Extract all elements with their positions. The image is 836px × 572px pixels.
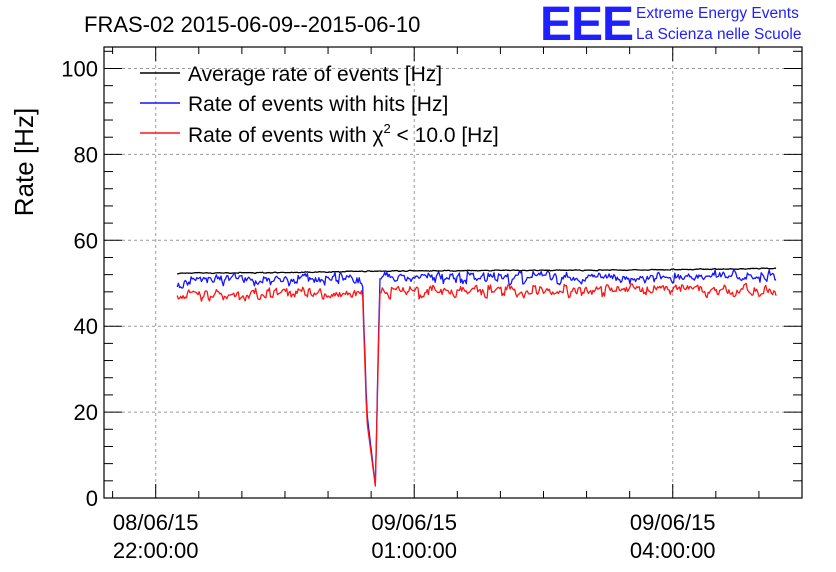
x-tick-label-time: 04:00:00 — [630, 538, 716, 563]
legend-chi2-prefix: Rate of events with — [188, 124, 372, 147]
eee-logo: EEE Extreme Energy Events La Scienza nel… — [540, 0, 801, 51]
legend-label-chi2: Rate of events with χ2 < 10.0 [Hz] — [188, 121, 499, 147]
series-line-chi2 — [176, 282, 777, 487]
legend: Average rate of events [Hz] Rate of even… — [140, 63, 499, 147]
y-tick-label: 60 — [74, 228, 98, 253]
eee-logo-line2: La Scienza nelle Scuole — [636, 26, 801, 43]
legend-label-average: Average rate of events [Hz] — [188, 63, 442, 86]
legend-chi2-suffix: < 10.0 [Hz] — [391, 124, 499, 147]
plot-frame — [103, 46, 803, 499]
x-tick-label-date: 09/06/15 — [371, 510, 457, 535]
y-tick-label: 0 — [86, 486, 98, 511]
legend-label-hits: Rate of events with hits [Hz] — [188, 93, 448, 116]
grid-lines — [104, 47, 802, 498]
axes: 0 20 40 60 80 100 08/06/15 22:00:00 09/06/15 01:0… — [61, 47, 803, 563]
x-tick-label-date: 09/06/15 — [630, 510, 716, 535]
x-tick-label-time: 01:00:00 — [371, 538, 457, 563]
series-line-hits — [176, 269, 777, 486]
y-tick-label: 20 — [74, 400, 98, 425]
eee-logo-mark: EEE — [540, 0, 633, 51]
series-lines — [176, 267, 777, 487]
y-axis-label: Rate [Hz] — [9, 108, 39, 216]
x-tick-label-time: 22:00:00 — [113, 538, 199, 563]
x-tick-label-date: 08/06/15 — [113, 510, 199, 535]
y-tick-label: 40 — [74, 314, 98, 339]
chart-title: FRAS-02 2015-06-09--2015-06-10 — [84, 12, 420, 37]
y-tick-label: 100 — [61, 56, 98, 81]
y-tick-label: 80 — [74, 142, 98, 167]
legend-chi2-exponent: 2 — [383, 121, 390, 136]
legend-chi2-symbol: χ — [372, 124, 383, 147]
series-line-average — [177, 267, 777, 275]
eee-logo-line1: Extreme Energy Events — [636, 5, 799, 22]
